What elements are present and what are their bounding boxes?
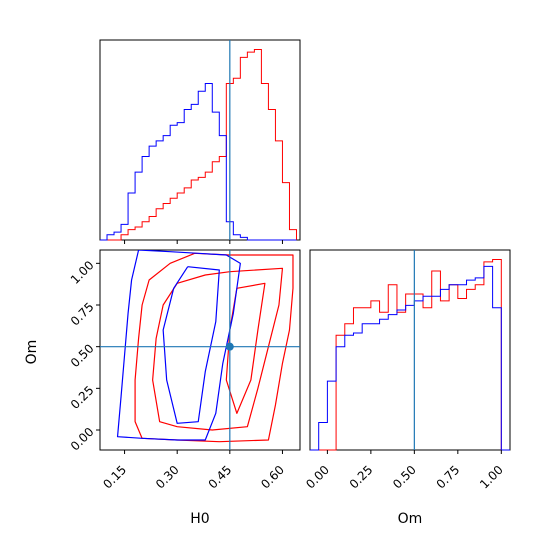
- hist-om-red-series: [310, 259, 510, 451]
- joint-x-tick-label: 0.60: [258, 463, 287, 492]
- joint-x-tick-label: 0.30: [153, 463, 182, 492]
- hist-om-panel: 0.00 0.25 0.50 0.75 1.00 Om: [303, 249, 511, 527]
- joint-y-tick-label: 0.25: [68, 383, 97, 412]
- hist-h0-frame: [99, 39, 301, 241]
- joint-contours: [116, 250, 294, 443]
- hist-h0-red-series: [100, 49, 297, 241]
- joint-x-axis-label: H0: [190, 511, 209, 527]
- hist-om-x-tick-label: 0.50: [390, 463, 419, 492]
- hist-h0-blue-series: [100, 82, 297, 241]
- hist-om-frame: [309, 249, 511, 451]
- hist-om-x-tick-label: 0.75: [434, 463, 463, 492]
- joint-y-tick-label: 0.00: [68, 425, 97, 454]
- joint-x-tick-label: 0.45: [206, 463, 235, 492]
- hist-om-x-tick-label: 1.00: [477, 463, 506, 492]
- joint-truth-marker: [225, 342, 234, 351]
- hist-om-x-axis-label: Om: [398, 511, 423, 527]
- joint-frame: [99, 249, 301, 451]
- joint-x-tick-label: 0.15: [100, 463, 129, 492]
- joint-y-tick-label: 0.75: [68, 300, 97, 329]
- joint-y-axis-label: Om: [24, 340, 40, 365]
- joint-panel: 0.15 0.30 0.45 0.600.000.250.500.751.00 H0 …: [24, 249, 301, 527]
- hist-om-x-tick-label: 0.25: [347, 463, 376, 492]
- blue-contour-4: [162, 266, 220, 424]
- hist-h0-panel: [99, 39, 301, 244]
- joint-y-tick-label: 0.50: [68, 341, 97, 370]
- hist-om-blue-series: [310, 265, 510, 451]
- joint-y-tick-label: 1.00: [68, 258, 97, 287]
- hist-om-x-tick-label: 0.00: [303, 463, 332, 492]
- blue-contour-3: [116, 250, 241, 441]
